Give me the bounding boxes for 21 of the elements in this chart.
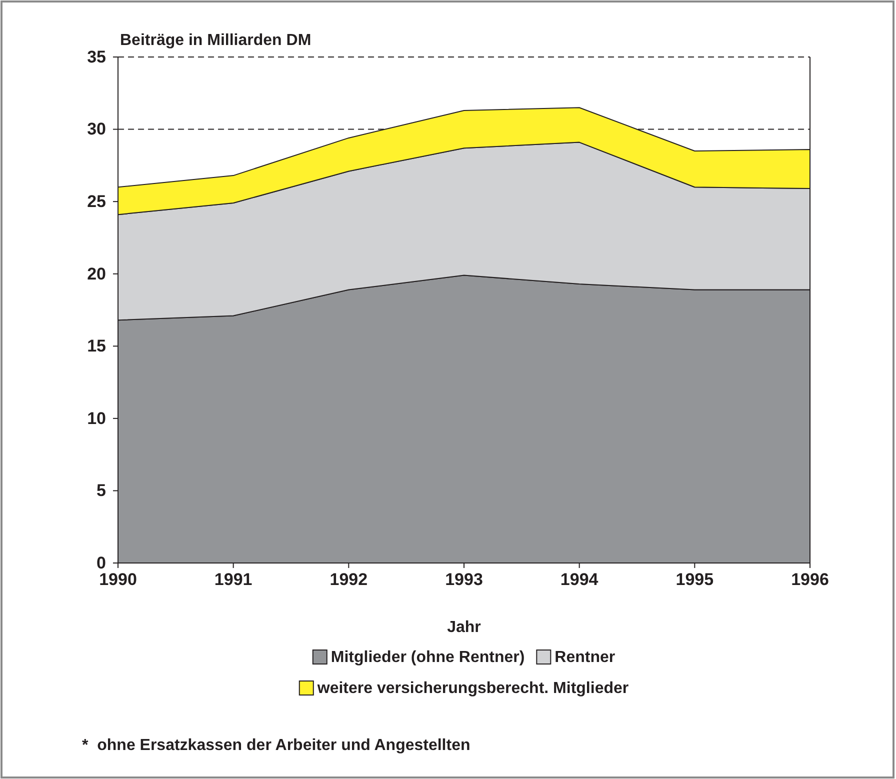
- x-tick-label: 1993: [445, 570, 483, 590]
- x-tick-label: 1994: [560, 570, 599, 590]
- y-tick-label: 30: [87, 120, 106, 139]
- y-tick-label: 10: [87, 408, 106, 428]
- y-tick-label: 20: [87, 264, 106, 284]
- y-tick-label: 15: [87, 336, 106, 356]
- x-tick-label: 1990: [99, 570, 137, 590]
- legend-label: Mitglieder (ohne Rentner): [330, 649, 525, 666]
- x-tick-label: 1996: [791, 570, 829, 590]
- legend-label: weitere versicherungsberecht. Mitglieder: [316, 680, 629, 697]
- x-axis-title: Jahr: [447, 619, 481, 636]
- x-tick-label: 1995: [676, 570, 714, 590]
- legend-label: Rentner: [554, 649, 616, 666]
- y-tick-label: 0: [96, 553, 106, 572]
- x-tick-label: 1992: [330, 570, 368, 590]
- y-tick-label: 5: [96, 481, 106, 500]
- y-tick-label: 35: [87, 47, 106, 66]
- text: * ohne Ersatzkassen der Arbeiter und Angestellten: [82, 737, 470, 754]
- y-tick-label: 25: [87, 192, 106, 212]
- y-axis-title: Beiträge in Milliarden DM: [120, 32, 312, 49]
- x-tick-label: 1991: [214, 570, 252, 590]
